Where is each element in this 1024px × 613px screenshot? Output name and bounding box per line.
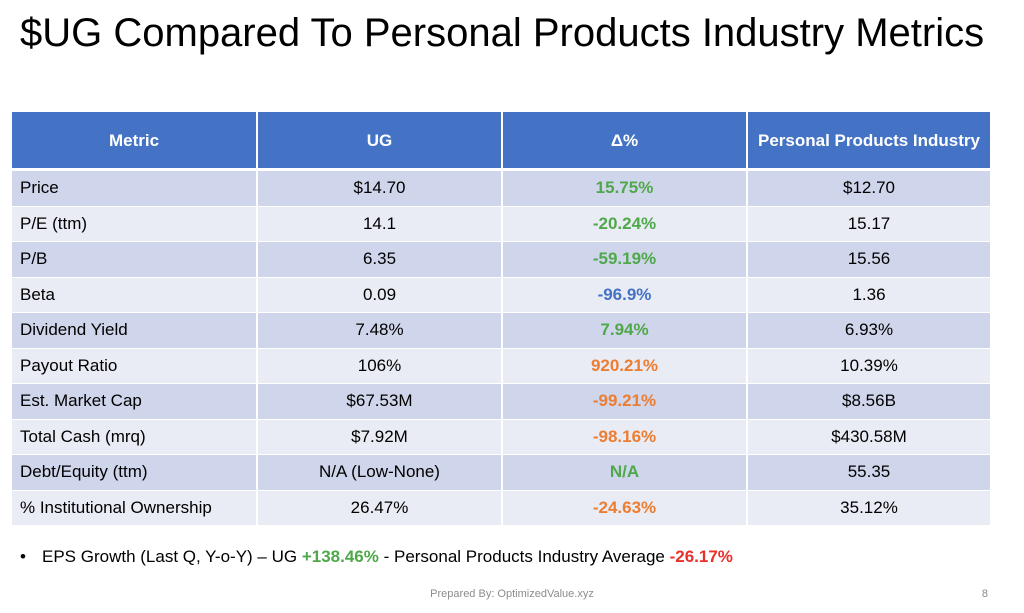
cell-metric: Payout Ratio — [12, 348, 258, 384]
cell-industry: $8.56B — [747, 383, 990, 420]
cell-metric: Debt/Equity (ttm) — [12, 454, 258, 491]
cell-delta: 7.94% — [502, 312, 748, 349]
bullet-marker: • — [20, 547, 26, 566]
cell-metric: Beta — [12, 277, 258, 313]
table-row: Beta 0.09 -96.9% 1.36 — [12, 277, 990, 313]
cell-delta: -99.21% — [502, 383, 748, 420]
table-row: P/B 6.35 -59.19% 15.56 — [12, 241, 990, 278]
cell-metric: Price — [12, 169, 258, 207]
table-row: Debt/Equity (ttm) N/A (Low-None) N/A 55.35 — [12, 454, 990, 491]
cell-industry: $12.70 — [747, 169, 990, 207]
table-row: P/E (ttm) 14.1 -20.24% 15.17 — [12, 206, 990, 242]
cell-delta: N/A — [502, 454, 748, 491]
table-row: Dividend Yield 7.48% 7.94% 6.93% — [12, 312, 990, 349]
bullet-ug-value: +138.46% — [301, 547, 379, 566]
cell-ug: $67.53M — [257, 383, 503, 420]
cell-metric: Est. Market Cap — [12, 383, 258, 420]
cell-ug: 6.35 — [257, 241, 503, 278]
cell-industry: $430.58M — [747, 419, 990, 455]
cell-ug: $14.70 — [257, 169, 503, 207]
cell-delta: -20.24% — [502, 206, 748, 242]
cell-ug: $7.92M — [257, 419, 503, 455]
cell-ug: 0.09 — [257, 277, 503, 313]
cell-industry: 1.36 — [747, 277, 990, 313]
table-header-row: Metric UG Δ% Personal Products Industry — [12, 112, 990, 171]
slide-title: $UG Compared To Personal Products Indust… — [20, 11, 985, 55]
cell-industry: 35.12% — [747, 490, 990, 526]
cell-ug: 26.47% — [257, 490, 503, 526]
table-row: Total Cash (mrq) $7.92M -98.16% $430.58M — [12, 419, 990, 455]
cell-metric: P/E (ttm) — [12, 206, 258, 242]
eps-growth-bullet: • EPS Growth (Last Q, Y-o-Y) – UG +138.46… — [20, 546, 733, 568]
cell-industry: 10.39% — [747, 348, 990, 384]
cell-ug: 7.48% — [257, 312, 503, 349]
footer-prepared-by: Prepared By: OptimizedValue.xyz — [430, 588, 594, 600]
page-number: 8 — [981, 588, 988, 600]
cell-industry: 55.35 — [747, 454, 990, 491]
header-ug: UG — [257, 112, 503, 171]
header-delta: Δ% — [502, 112, 748, 171]
table-row: Payout Ratio 106% 920.21% 10.39% — [12, 348, 990, 384]
header-industry: Personal Products Industry — [747, 112, 990, 171]
bullet-prefix: EPS Growth (Last Q, Y-o-Y) – UG — [42, 547, 302, 566]
cell-metric: % Institutional Ownership — [12, 490, 258, 526]
table-row: % Institutional Ownership 26.47% -24.63% 35… — [12, 490, 990, 526]
cell-metric: P/B — [12, 241, 258, 278]
cell-metric: Total Cash (mrq) — [12, 419, 258, 455]
table-row: Price $14.70 15.75% $12.70 — [12, 169, 990, 207]
cell-delta: -96.9% — [502, 277, 748, 313]
cell-industry: 15.56 — [747, 241, 990, 278]
cell-ug: 106% — [257, 348, 503, 384]
bullet-industry-value: -26.17% — [669, 547, 733, 566]
cell-industry: 15.17 — [747, 206, 990, 242]
table-row: Est. Market Cap $67.53M -99.21% $8.56B — [12, 383, 990, 420]
cell-industry: 6.93% — [747, 312, 990, 349]
bullet-middle: - Personal Products Industry Average — [378, 547, 670, 566]
metrics-table: Metric UG Δ% Personal Products Industry … — [12, 112, 990, 526]
header-metric: Metric — [12, 112, 258, 171]
cell-metric: Dividend Yield — [12, 312, 258, 349]
cell-delta: -59.19% — [502, 241, 748, 278]
cell-delta: -24.63% — [502, 490, 748, 526]
cell-delta: 15.75% — [502, 169, 748, 207]
cell-ug: 14.1 — [257, 206, 503, 242]
cell-ug: N/A (Low-None) — [257, 454, 503, 491]
cell-delta: 920.21% — [502, 348, 748, 384]
cell-delta: -98.16% — [502, 419, 748, 455]
